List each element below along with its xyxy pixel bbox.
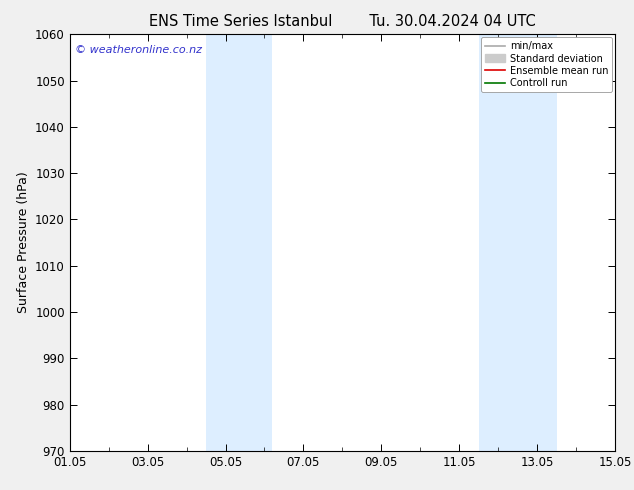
Y-axis label: Surface Pressure (hPa): Surface Pressure (hPa)	[16, 172, 30, 314]
Text: © weatheronline.co.nz: © weatheronline.co.nz	[75, 45, 202, 55]
Legend: min/max, Standard deviation, Ensemble mean run, Controll run: min/max, Standard deviation, Ensemble me…	[481, 37, 612, 92]
Title: ENS Time Series Istanbul        Tu. 30.04.2024 04 UTC: ENS Time Series Istanbul Tu. 30.04.2024 …	[149, 14, 536, 29]
Bar	[479, 34, 557, 451]
Bar	[206, 34, 272, 451]
